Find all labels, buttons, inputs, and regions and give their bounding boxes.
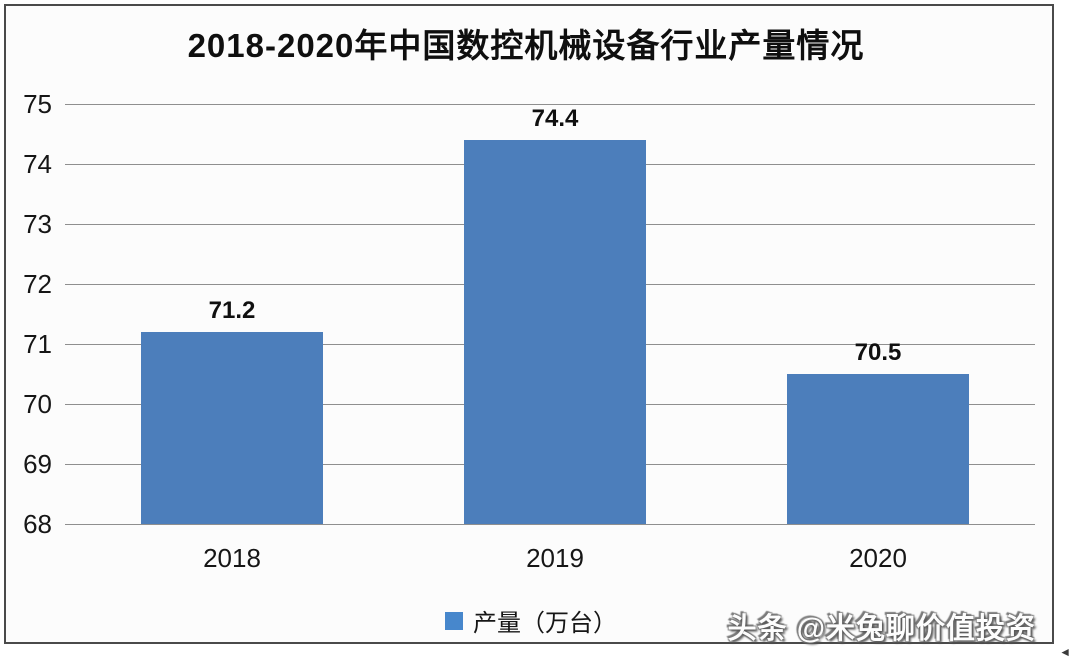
bar-2019	[464, 140, 646, 524]
x-tick-label: 2019	[526, 543, 584, 573]
resize-arrow-icon: ◄	[1059, 645, 1071, 659]
data-label: 71.2	[208, 297, 256, 324]
data-label: 70.5	[854, 339, 902, 366]
y-tick-label: 73	[23, 209, 52, 239]
watermark: 头条 @米兔聊价值投资	[727, 613, 1036, 645]
y-tick-label: 70	[23, 389, 52, 419]
chart-title: 2018-2020年中国数控机械设备行业产量情况	[187, 27, 865, 64]
y-tick-label: 68	[23, 509, 52, 539]
y-tick-label: 72	[23, 269, 52, 299]
legend-label: 产量（万台）	[473, 610, 617, 637]
y-tick-label: 74	[23, 149, 52, 179]
legend-swatch-icon	[445, 611, 463, 630]
gridline-68	[65, 524, 1035, 525]
bar-2018	[141, 332, 323, 524]
y-tick-label: 75	[23, 89, 52, 119]
gridline-75	[65, 104, 1035, 105]
legend: 产量（万台）	[0, 603, 1062, 638]
x-tick-label: 2018	[203, 543, 261, 573]
x-tick-label: 2020	[849, 543, 907, 573]
y-tick-label: 69	[23, 449, 52, 479]
data-label: 74.4	[531, 105, 579, 132]
bar-2020	[787, 374, 969, 524]
y-tick-label: 71	[23, 329, 52, 359]
